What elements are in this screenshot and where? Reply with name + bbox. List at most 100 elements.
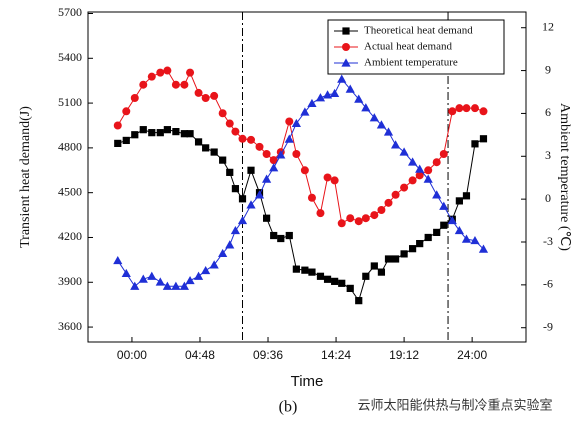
marker: [163, 126, 171, 134]
marker: [225, 119, 234, 128]
marker: [330, 88, 340, 98]
marker: [238, 195, 247, 203]
marker: [247, 135, 256, 144]
marker: [238, 134, 247, 143]
marker: [461, 234, 472, 243]
marker: [455, 104, 464, 113]
marker: [237, 215, 248, 225]
marker: [300, 166, 309, 175]
marker: [433, 228, 441, 236]
marker: [408, 157, 418, 166]
marker: [330, 176, 339, 185]
marker: [377, 206, 386, 214]
marker: [138, 274, 148, 283]
marker: [147, 271, 157, 280]
marker: [370, 262, 378, 270]
marker: [285, 231, 293, 240]
marker: [362, 272, 370, 280]
marker: [470, 235, 480, 245]
marker: [316, 209, 325, 218]
marker: [432, 158, 441, 167]
marker: [114, 139, 122, 148]
marker: [307, 98, 317, 108]
marker: [470, 104, 479, 113]
y2-tick-label: 6: [545, 105, 551, 119]
marker: [210, 91, 219, 100]
y2-tick-label: -9: [543, 319, 553, 333]
marker: [292, 150, 301, 159]
y-tick-label: 3900: [58, 274, 82, 288]
marker: [210, 148, 218, 156]
marker: [219, 156, 227, 164]
marker: [376, 120, 387, 129]
marker: [415, 164, 425, 173]
marker: [131, 131, 139, 139]
marker: [383, 127, 394, 136]
marker: [409, 245, 417, 253]
marker: [416, 239, 424, 248]
marker: [269, 163, 279, 172]
marker: [439, 201, 449, 210]
marker: [130, 94, 139, 103]
y2-tick-label: 0: [545, 191, 551, 205]
marker: [230, 225, 241, 235]
marker: [194, 138, 203, 146]
marker: [122, 107, 131, 116]
marker: [122, 136, 130, 145]
marker: [139, 80, 148, 89]
y-tick-label: 5700: [58, 5, 82, 19]
y2-axis-label: Ambient temperature (℃): [557, 103, 572, 251]
marker: [479, 107, 488, 116]
marker: [316, 272, 325, 280]
marker: [171, 80, 180, 89]
marker: [479, 135, 488, 143]
marker: [391, 255, 400, 263]
marker: [113, 255, 123, 265]
marker: [186, 130, 194, 138]
marker: [323, 173, 332, 182]
x-axis-label: Time: [291, 373, 324, 390]
marker: [262, 150, 271, 159]
marker: [231, 185, 240, 193]
y-axis-label: Transient heat demand(J): [18, 106, 33, 248]
marker: [291, 118, 301, 128]
marker: [284, 134, 294, 143]
y-tick-label: 4500: [58, 184, 82, 198]
marker: [201, 94, 210, 103]
y2-tick-label: -6: [543, 277, 553, 291]
legend-label: Ambient temperature: [364, 57, 458, 69]
marker: [400, 183, 409, 192]
series-line: [117, 129, 484, 302]
marker: [337, 74, 347, 83]
marker: [147, 72, 156, 81]
marker: [148, 129, 156, 137]
marker: [345, 84, 355, 93]
marker: [225, 240, 235, 249]
marker: [307, 193, 316, 202]
marker: [254, 190, 265, 199]
y2-tick-label: -3: [543, 234, 553, 248]
y-tick-label: 3600: [58, 319, 82, 333]
marker: [331, 277, 339, 285]
marker: [180, 80, 189, 89]
y-tick-label: 4200: [58, 229, 82, 243]
marker: [194, 88, 203, 97]
marker: [226, 168, 234, 176]
marker: [424, 166, 433, 175]
marker: [478, 244, 489, 253]
marker: [408, 176, 417, 185]
marker: [354, 217, 363, 226]
marker: [361, 214, 370, 223]
marker: [341, 58, 351, 67]
marker: [399, 147, 409, 156]
marker: [423, 174, 433, 183]
marker: [355, 297, 363, 305]
y2-tick-label: 3: [545, 148, 551, 162]
marker: [342, 27, 350, 35]
marker: [155, 277, 165, 286]
marker: [454, 225, 464, 235]
marker: [361, 103, 371, 112]
marker: [292, 265, 300, 273]
